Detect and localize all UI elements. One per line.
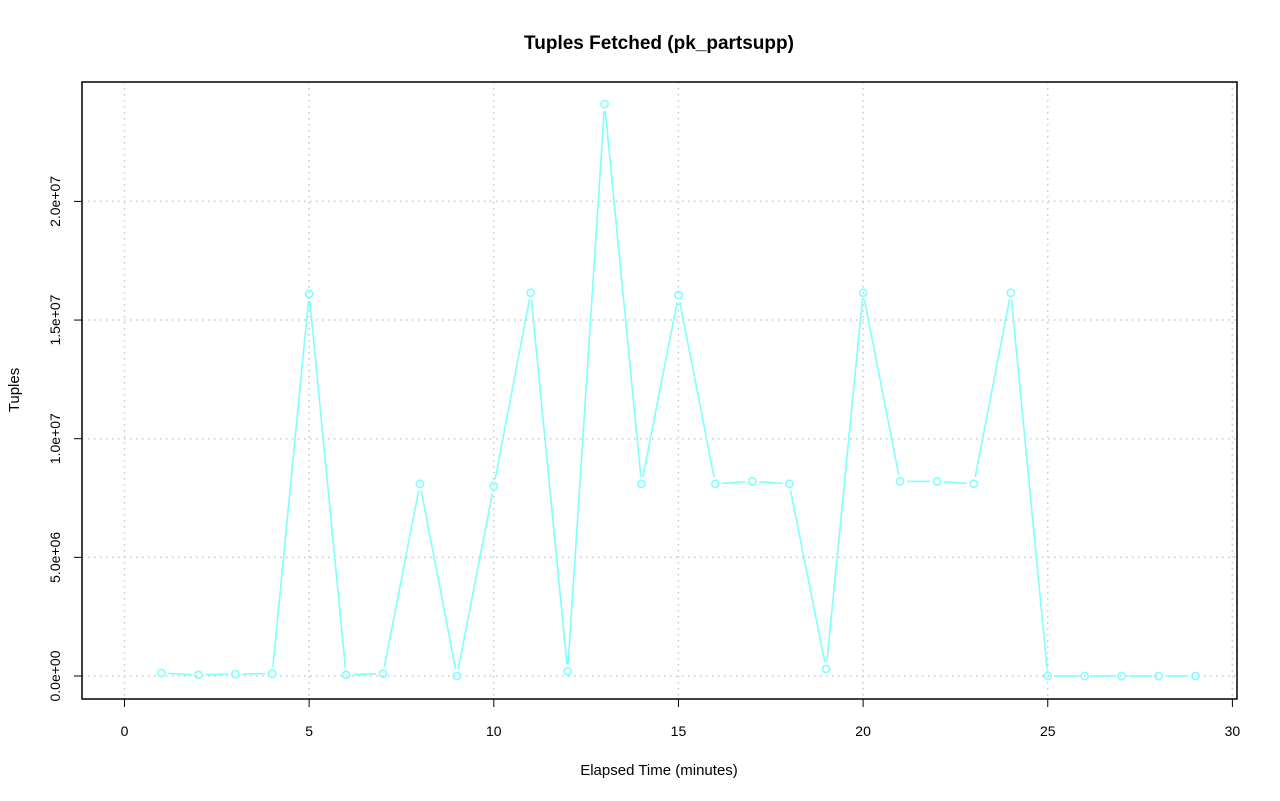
- y-tick-label: 1.0e+07: [47, 413, 63, 464]
- series-line-segment: [679, 301, 715, 478]
- data-point: [932, 477, 942, 486]
- x-tick-label: 20: [855, 723, 871, 739]
- series-line-segment: [383, 490, 420, 667]
- data-point: [452, 671, 462, 681]
- data-point: [747, 477, 757, 486]
- data-point: [858, 288, 868, 298]
- series-line-segment: [604, 110, 642, 477]
- y-tick-label: 0.0e+00: [47, 650, 63, 701]
- data-point: [821, 664, 831, 674]
- series-line-segment: [457, 492, 494, 670]
- data-point: [230, 669, 240, 679]
- data-point: [489, 481, 499, 491]
- chart-title: Tuples Fetched (pk_partsupp): [524, 33, 794, 54]
- x-tick-label: 15: [671, 723, 687, 739]
- series-line-segment: [530, 299, 568, 665]
- series-line-segment: [974, 299, 1011, 478]
- data-point: [1006, 288, 1016, 298]
- x-axis-label: Elapsed Time (minutes): [580, 762, 738, 779]
- series-line-segment: [863, 299, 900, 475]
- x-tick-label: 25: [1040, 723, 1056, 739]
- data-point: [674, 290, 683, 300]
- series-line-segment: [309, 300, 347, 668]
- data-point: [1080, 671, 1090, 681]
- data-point: [895, 477, 905, 486]
- data-point: [341, 670, 351, 680]
- data-point: [1154, 671, 1163, 681]
- x-axis: 0 5 10 15 20 25 30: [121, 698, 1241, 739]
- series-line-segment: [567, 111, 605, 665]
- data-point: [378, 669, 388, 679]
- series-line-segment: [272, 300, 310, 667]
- x-tick-label: 30: [1225, 723, 1241, 739]
- data-point: [304, 289, 314, 299]
- data-point: [526, 288, 536, 298]
- y-tick-label: 5.0e+06: [47, 532, 63, 583]
- series-line-segment: [494, 299, 531, 480]
- x-tick-label: 0: [121, 723, 129, 739]
- y-tick-label: 1.5e+07: [47, 294, 63, 345]
- series-line-segment: [642, 301, 678, 478]
- data-point: [710, 479, 720, 489]
- series-line-segment: [168, 672, 192, 676]
- series-line-segment: [789, 490, 826, 663]
- data-point: [637, 479, 646, 489]
- x-tick-label: 10: [486, 723, 502, 739]
- data-point: [1117, 671, 1127, 681]
- y-axis-label: Tuples: [6, 368, 23, 412]
- data-point: [563, 666, 573, 676]
- series-line-segment: [420, 490, 457, 670]
- series-line-segment: [826, 299, 864, 662]
- series-line-segment: [722, 481, 746, 485]
- y-tick-label: 2.0e+07: [47, 176, 63, 227]
- x-tick-label: 5: [305, 723, 313, 739]
- series-layer: [157, 99, 1200, 681]
- data-point: [157, 668, 166, 678]
- data-point: [1043, 671, 1053, 681]
- data-point: [415, 479, 425, 489]
- data-point: [784, 479, 794, 489]
- data-point: [193, 670, 203, 680]
- series-line-segment: [943, 481, 967, 485]
- data-point: [267, 669, 277, 679]
- y-axis: 0.0e+00 5.0e+06 1.0e+07 1.5e+07 2.0e+07: [47, 176, 83, 702]
- data-point: [600, 99, 609, 109]
- data-point: [1191, 671, 1200, 681]
- data-point: [969, 479, 979, 489]
- series-line-segment: [1010, 299, 1048, 670]
- series-line-segment: [353, 673, 377, 676]
- series-line-segment: [759, 481, 783, 485]
